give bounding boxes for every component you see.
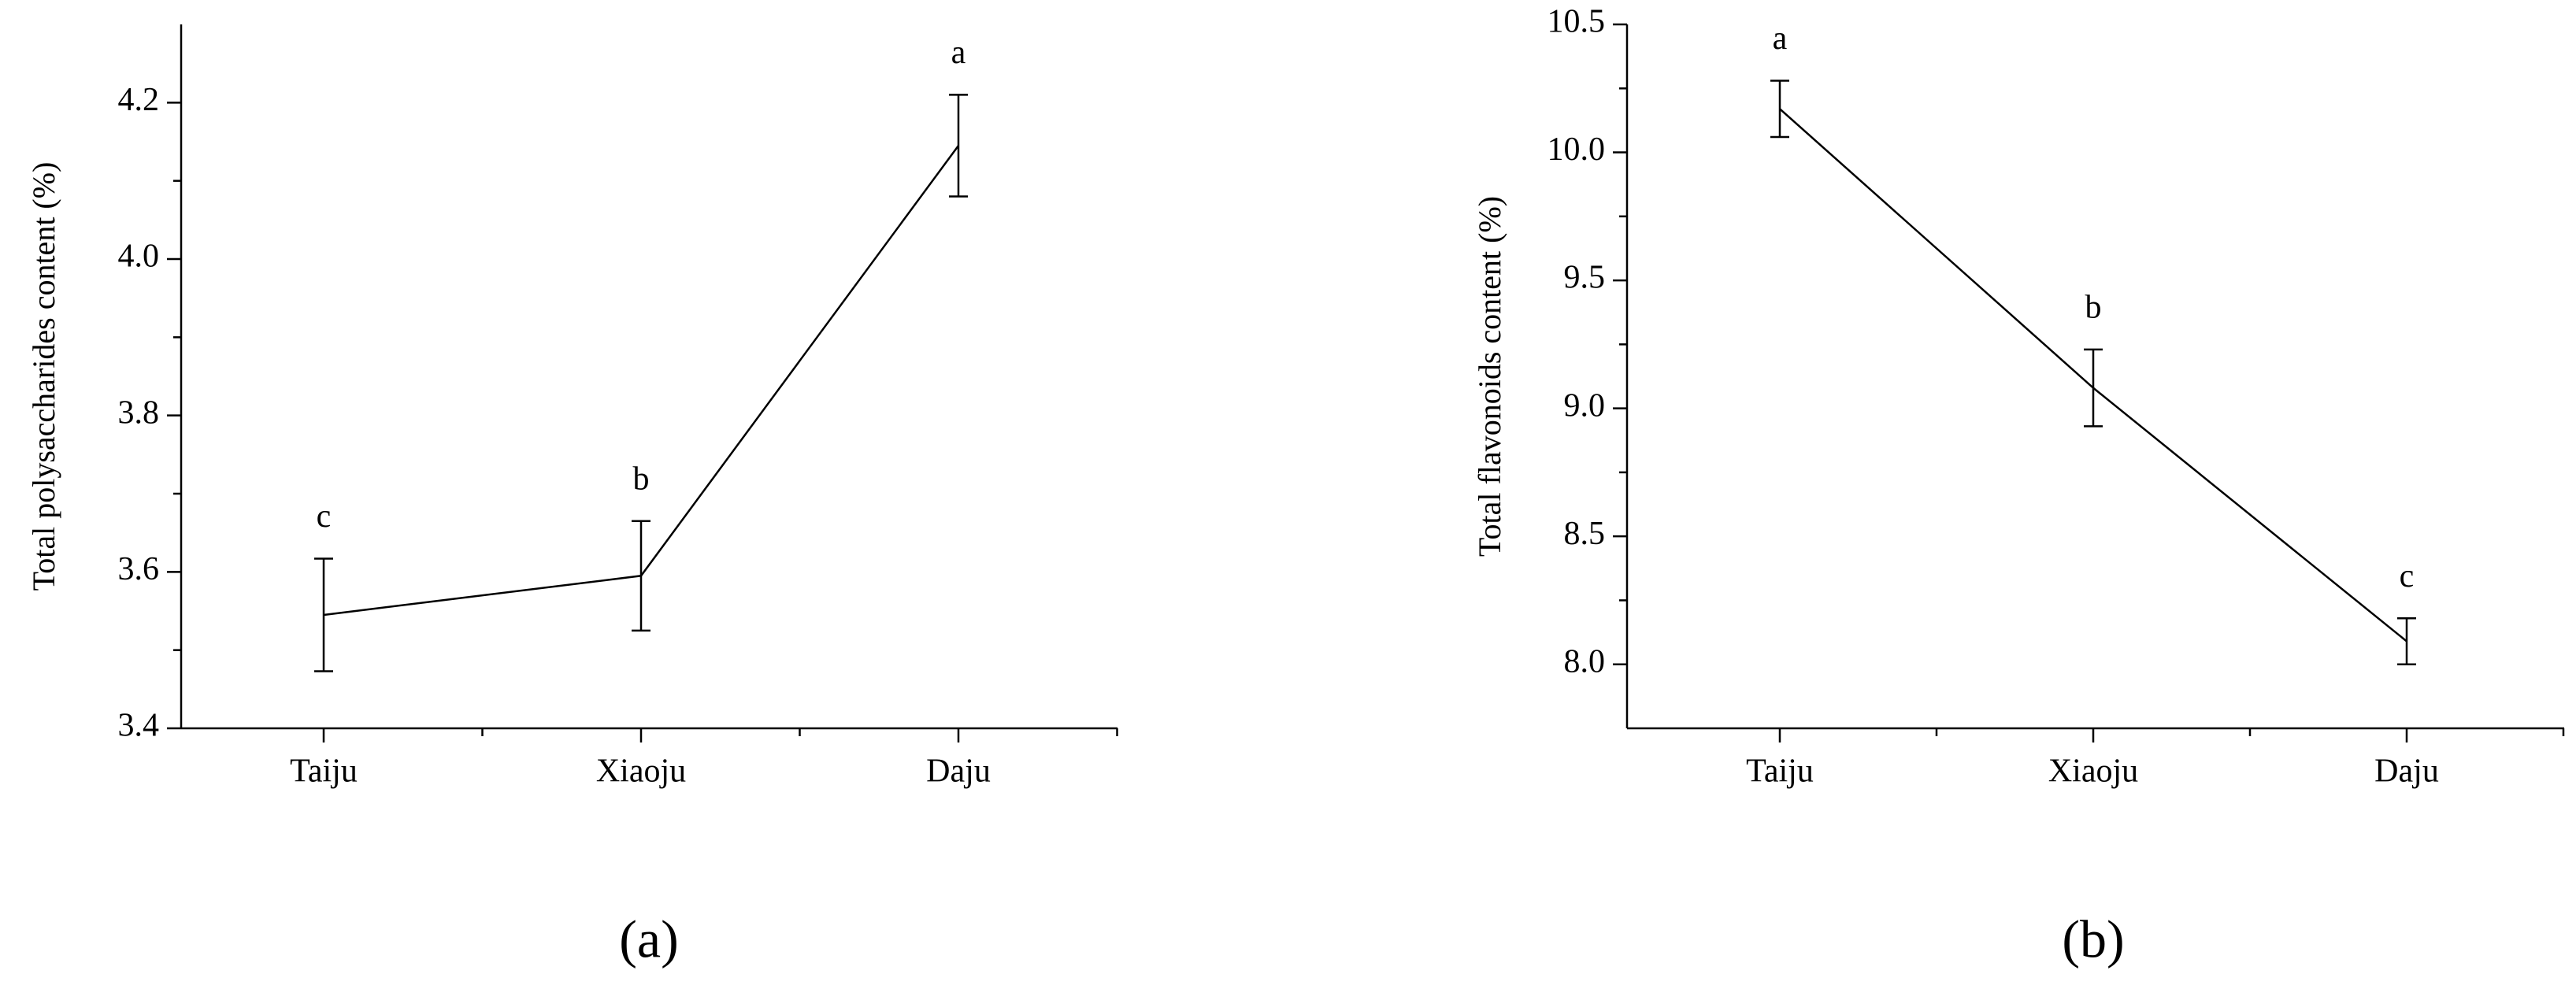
- x-tick-label: Xiaoju: [596, 754, 686, 790]
- y-tick-label: 8.0: [1564, 643, 1606, 680]
- significance-letter: b: [633, 461, 650, 497]
- y-axis-label: Total flavonoids content (%): [1472, 196, 1507, 557]
- y-tick-label: 3.6: [118, 551, 160, 587]
- y-tick-label: 4.2: [118, 82, 160, 118]
- x-tick-label: Taiju: [1746, 754, 1814, 790]
- y-tick-label: 9.0: [1564, 387, 1606, 424]
- y-axis-label: Total polysaccharides content (%): [26, 162, 61, 591]
- panel-label: (a): [619, 909, 678, 969]
- x-tick-label: Daju: [2374, 754, 2439, 790]
- significance-letter: c: [2400, 558, 2415, 594]
- y-tick-label: 4.0: [118, 239, 160, 275]
- x-tick-label: Taiju: [290, 754, 358, 790]
- significance-letter: a: [951, 35, 966, 71]
- y-tick-label: 3.8: [118, 394, 160, 431]
- error-bar: [2084, 348, 2103, 428]
- x-tick-label: Xiaoju: [2048, 754, 2138, 790]
- error-bar: [949, 94, 968, 198]
- panel-label: (b): [2062, 909, 2124, 969]
- y-tick-label: 8.5: [1564, 516, 1606, 552]
- significance-letter: c: [317, 498, 332, 535]
- y-tick-label: 10.0: [1547, 131, 1606, 168]
- x-tick-label: Daju: [926, 754, 991, 790]
- y-tick-label: 10.5: [1547, 4, 1606, 40]
- error-bar: [2397, 617, 2416, 665]
- significance-letter: a: [1773, 20, 1788, 57]
- error-bar: [632, 520, 650, 632]
- error-bar: [1770, 80, 1789, 139]
- error-bar: [314, 557, 333, 672]
- y-tick-label: 9.5: [1564, 260, 1606, 296]
- significance-letter: b: [2085, 290, 2102, 326]
- y-tick-label: 3.4: [118, 708, 160, 744]
